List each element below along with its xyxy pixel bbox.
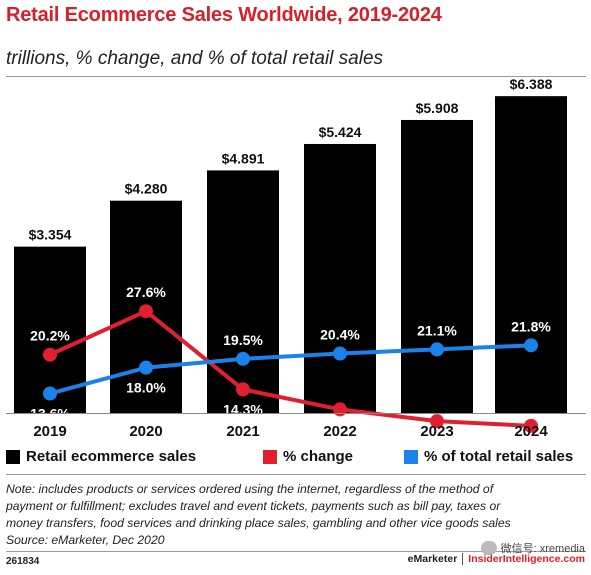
x-tick-2021: 2021 xyxy=(226,423,259,440)
pct-change-label-2021: 14.3% xyxy=(223,401,263,417)
pct-change-label-2023: 8.9% xyxy=(421,433,453,446)
bar-label-2021: $4.891 xyxy=(222,150,265,166)
chart-subtitle: trillions, % change, and % of total reta… xyxy=(6,48,384,69)
x-tick-2023: 2023 xyxy=(420,423,453,440)
legend-swatch-change xyxy=(263,449,277,464)
bar-label-2020: $4.280 xyxy=(125,181,168,197)
bar-label-2023: $5.908 xyxy=(416,100,459,116)
legend-swatch-sales xyxy=(6,449,20,464)
pct-change-point-2019 xyxy=(43,347,57,362)
pct-total-point-2022 xyxy=(333,346,347,361)
pct-total-label-2023: 21.1% xyxy=(417,322,457,338)
pct-total-point-2024 xyxy=(524,338,538,353)
legend-label-total: % of total retail sales xyxy=(424,448,574,465)
pct-total-point-2023 xyxy=(430,342,444,357)
pct-change-label-2019: 20.2% xyxy=(30,328,70,344)
brand-separator xyxy=(462,553,464,565)
brand-insider-intelligence: InsiderIntelligence.com xyxy=(468,553,585,565)
legend: Retail ecommerce sales % change % of tot… xyxy=(6,446,586,470)
note-line-3: money transfers, food services and drink… xyxy=(6,516,511,530)
footer-divider xyxy=(6,551,586,552)
bar-2023 xyxy=(401,119,473,414)
pct-total-point-2021 xyxy=(236,351,250,366)
pct-total-label-2020: 18.0% xyxy=(126,380,166,396)
bar-2022 xyxy=(304,143,376,413)
note-line-1: Note: includes products or services orde… xyxy=(6,482,494,496)
pct-change-point-2023 xyxy=(430,414,444,429)
pct-change-point-2021 xyxy=(236,382,250,397)
bar-label-2022: $5.424 xyxy=(319,124,362,140)
chart-id: 261834 xyxy=(6,556,40,567)
chart-note: Note: includes products or services orde… xyxy=(6,481,588,549)
pct-change-label-2022: 10.9% xyxy=(320,421,360,437)
pct-change-label-2024: 8.1% xyxy=(515,438,547,446)
pct-total-label-2022: 20.4% xyxy=(320,327,360,343)
chart-title: Retail Ecommerce Sales Worldwide, 2019-2… xyxy=(6,4,442,26)
pct-change-label-2020: 27.6% xyxy=(126,284,166,300)
brand-emarketer: eMarketer xyxy=(407,553,458,565)
legend-swatch-total xyxy=(404,449,418,464)
bar-label-2024: $6.388 xyxy=(510,76,553,92)
chart: $3.354 $4.280 $4.891 $5.424 $5.908 $6.388 20.2… xyxy=(6,76,586,446)
legend-divider xyxy=(6,474,586,475)
pct-change-point-2024 xyxy=(524,418,538,433)
note-source: Source: eMarketer, Dec 2020 xyxy=(6,533,165,547)
pct-total-label-2021: 19.5% xyxy=(223,332,263,348)
legend-item-sales: Retail ecommerce sales xyxy=(6,448,196,465)
x-tick-2024: 2024 xyxy=(514,423,548,440)
pct-total-label-2024: 21.8% xyxy=(511,318,551,334)
legend-item-total: % of total retail sales xyxy=(404,448,573,465)
footer-brands: eMarketer InsiderIntelligence.com xyxy=(408,553,585,565)
pct-total-point-2020 xyxy=(139,360,153,375)
watermark-text: 微信号: xremedia xyxy=(500,543,585,555)
legend-label-sales: Retail ecommerce sales xyxy=(26,448,197,465)
pct-change-point-2020 xyxy=(139,304,153,319)
note-line-2: payment or fulfillment; excludes travel … xyxy=(6,499,501,513)
pct-total-line xyxy=(49,343,532,396)
x-tick-2020: 2020 xyxy=(129,423,162,440)
bar-label-2019: $3.354 xyxy=(29,227,72,243)
bar-2021 xyxy=(207,170,279,413)
title-divider xyxy=(6,76,586,77)
legend-label-change: % change xyxy=(283,448,354,465)
wechat-icon xyxy=(480,541,497,555)
watermark: 微信号: xremedia xyxy=(480,540,585,556)
bar-2024 xyxy=(495,96,567,413)
legend-item-change: % change xyxy=(263,448,353,465)
x-tick-2019: 2019 xyxy=(33,423,66,440)
pct-total-point-2019 xyxy=(43,386,57,401)
x-tick-2022: 2022 xyxy=(323,423,356,440)
pct-change-line xyxy=(49,309,532,428)
pct-change-point-2022 xyxy=(333,402,347,417)
